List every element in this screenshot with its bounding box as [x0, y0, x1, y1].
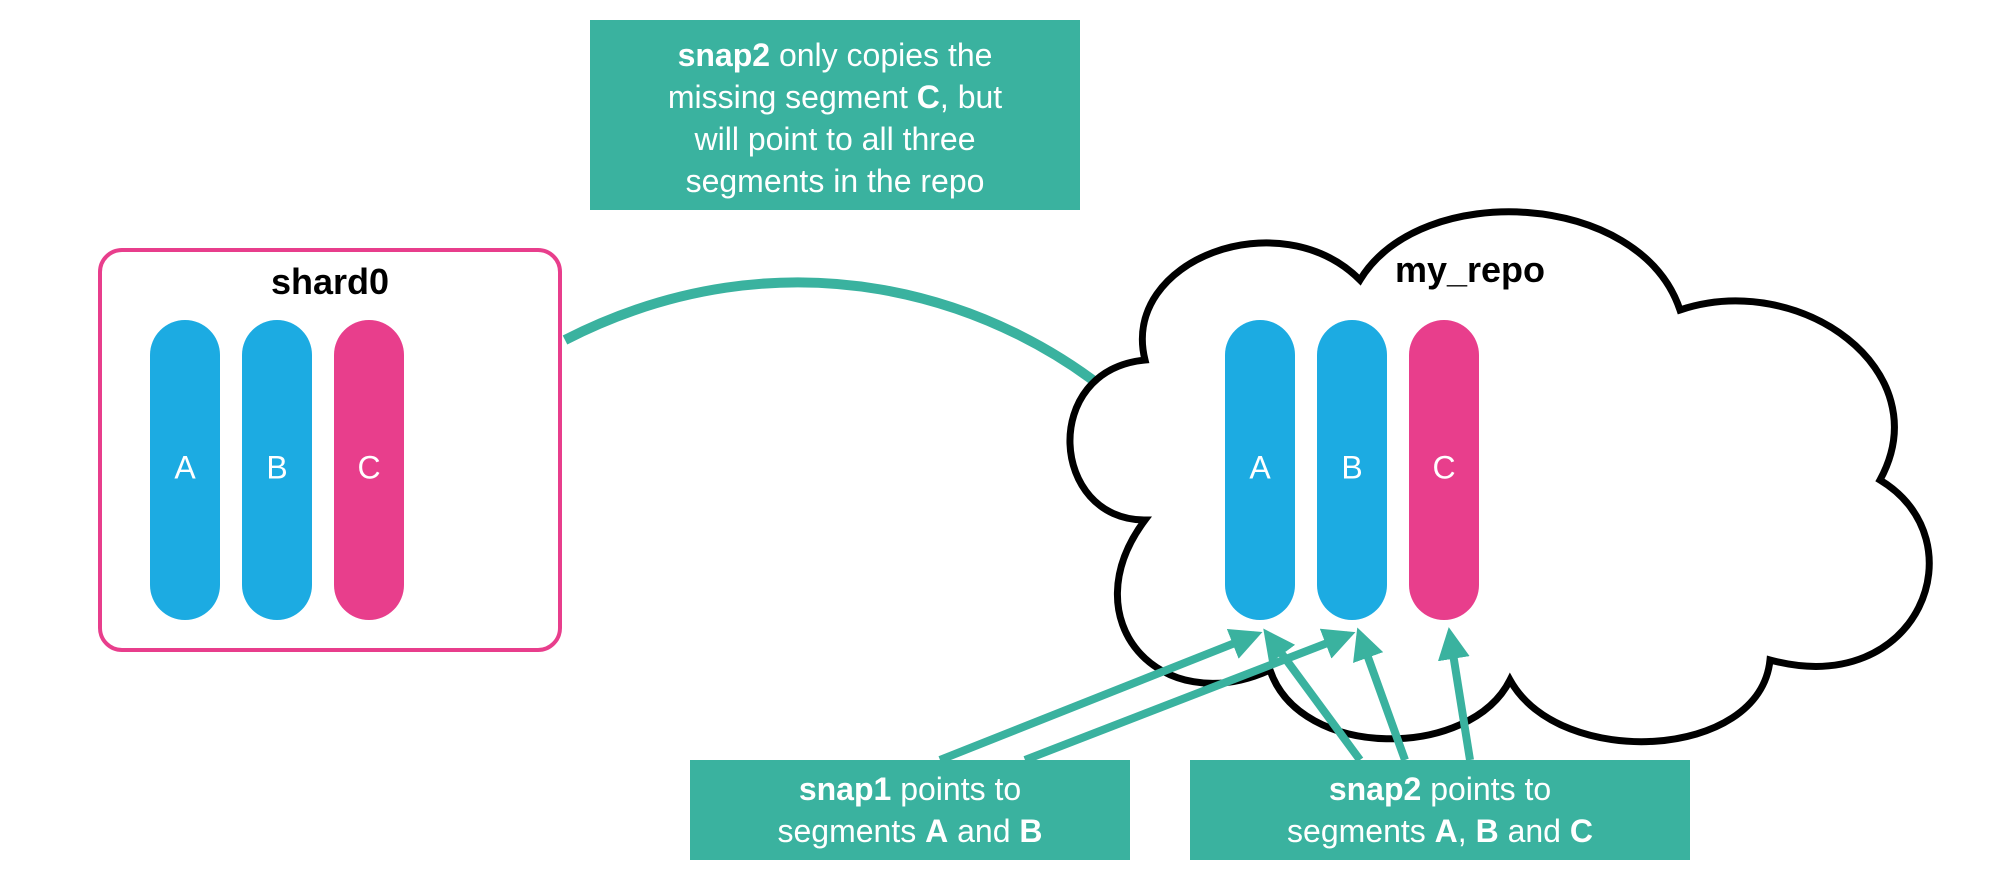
shard-segment-label-B: B	[266, 449, 287, 485]
shard-segment-label-C: C	[357, 449, 380, 485]
diagram-canvas: snap2 only copies themissing segment C, …	[0, 0, 1999, 881]
cloud-repo	[1070, 212, 1929, 742]
shard-label: shard0	[271, 261, 389, 302]
snap1-arrow-0	[940, 635, 1255, 760]
cloud-segment-label-A: A	[1249, 449, 1271, 485]
cloud-segment-label-C: C	[1432, 449, 1455, 485]
cloud-segment-label-B: B	[1341, 449, 1362, 485]
arrow-main	[565, 282, 1135, 415]
shard-segment-label-A: A	[174, 449, 196, 485]
cloud-label: my_repo	[1395, 249, 1545, 290]
